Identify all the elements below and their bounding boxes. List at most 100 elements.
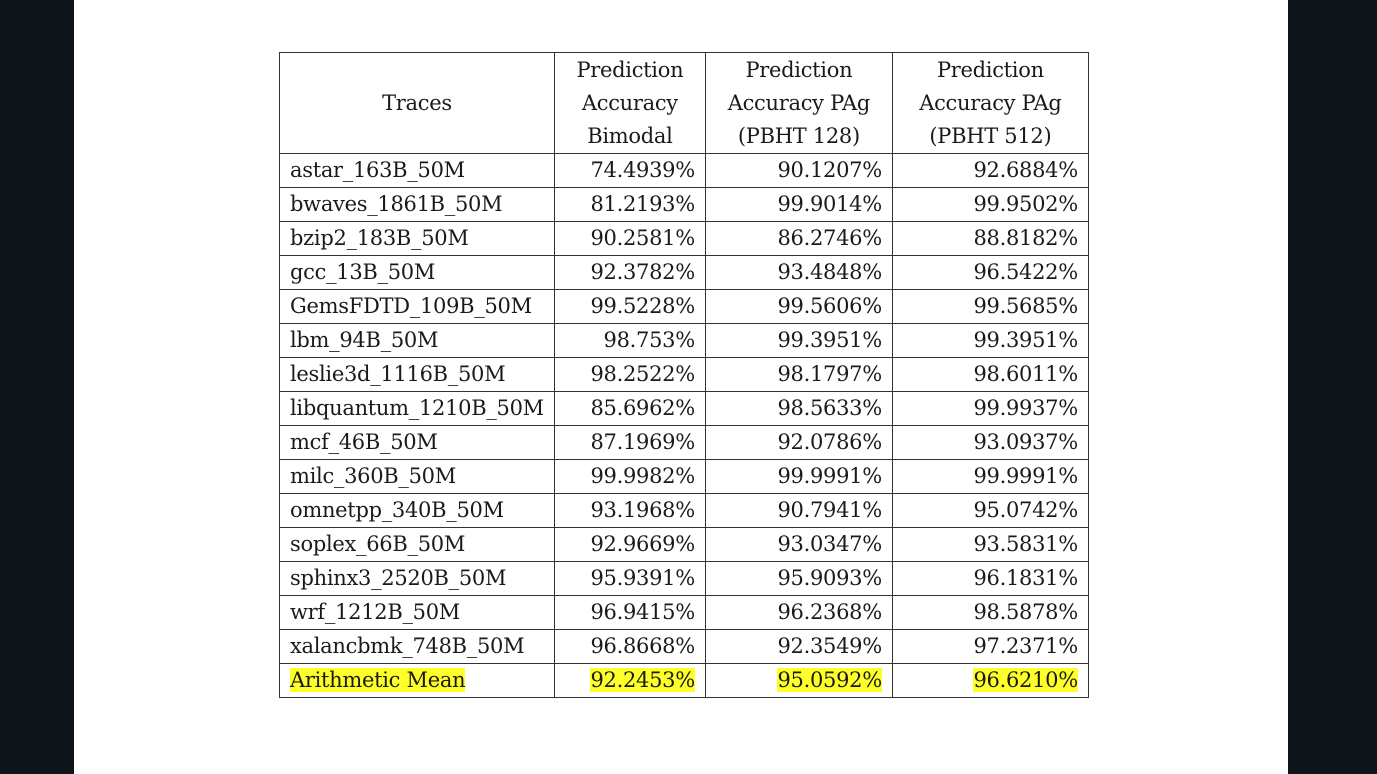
pag128-cell: 96.2368% (704, 595, 893, 630)
table-row: bzip2_183B_50M 90.2581% 86.2746% 88.8182% (279, 221, 1089, 256)
pag128-cell: 99.9991% (704, 459, 893, 494)
pag128-mean-cell: 95.0592% (704, 663, 893, 698)
table-row: libquantum_1210B_50M 85.6962% 98.5633% 99.9… (279, 391, 1089, 426)
header-line: (PBHT 512) (929, 123, 1052, 148)
pag128-cell: 98.1797% (704, 357, 893, 392)
table-row: mcf_46B_50M 87.1969% 92.0786% 93.0937% (279, 425, 1089, 460)
header-bimodal: Prediction Accuracy Bimodal (553, 52, 706, 154)
pag512-cell: 99.9937% (891, 391, 1089, 426)
bimodal-cell: 96.9415% (553, 595, 706, 630)
header-line: Accuracy PAg (727, 90, 871, 115)
header-pag-512: Prediction Accuracy PAg (PBHT 512) (891, 52, 1089, 154)
pag512-cell: 96.1831% (891, 561, 1089, 596)
pag128-cell: 90.1207% (704, 153, 893, 188)
header-line: (PBHT 128) (737, 123, 860, 148)
bimodal-cell: 93.1968% (553, 493, 706, 528)
pag128-cell: 93.0347% (704, 527, 893, 562)
bimodal-cell: 96.8668% (553, 629, 706, 664)
header-line: Traces (382, 90, 452, 115)
table-row: gcc_13B_50M 92.3782% 93.4848% 96.5422% (279, 255, 1089, 290)
trace-name-cell: leslie3d_1116B_50M (279, 357, 555, 392)
bimodal-cell: 74.4939% (553, 153, 706, 188)
trace-name-cell: milc_360B_50M (279, 459, 555, 494)
table-row: wrf_1212B_50M 96.9415% 96.2368% 98.5878% (279, 595, 1089, 630)
pag512-cell: 88.8182% (891, 221, 1089, 256)
table-row: leslie3d_1116B_50M 98.2522% 98.1797% 98.601… (279, 357, 1089, 392)
trace-name-cell: mcf_46B_50M (279, 425, 555, 460)
table-row: omnetpp_340B_50M 93.1968% 90.7941% 95.0742% (279, 493, 1089, 528)
table-row: sphinx3_2520B_50M 95.9391% 95.9093% 96.1831… (279, 561, 1089, 596)
table-row: astar_163B_50M 74.4939% 90.1207% 92.6884% (279, 153, 1089, 188)
highlighted-text: 92.2453% (590, 668, 695, 692)
pag512-mean-cell: 96.6210% (891, 663, 1089, 698)
header-pag-128: Prediction Accuracy PAg (PBHT 128) (704, 52, 893, 154)
pag128-cell: 90.7941% (704, 493, 893, 528)
pag128-cell: 99.9014% (704, 187, 893, 222)
pag128-cell: 99.3951% (704, 323, 893, 358)
header-traces: Traces (279, 52, 555, 154)
trace-name-cell: sphinx3_2520B_50M (279, 561, 555, 596)
bimodal-cell: 99.5228% (553, 289, 706, 324)
bimodal-cell: 92.9669% (553, 527, 706, 562)
pag512-cell: 98.6011% (891, 357, 1089, 392)
pag128-cell: 92.0786% (704, 425, 893, 460)
pag512-cell: 92.6884% (891, 153, 1089, 188)
pag128-cell: 95.9093% (704, 561, 893, 596)
bimodal-cell: 98.2522% (553, 357, 706, 392)
bimodal-mean-cell: 92.2453% (553, 663, 706, 698)
table-header: Traces Prediction Accuracy Bimodal Predi… (279, 52, 1089, 154)
trace-name-cell: lbm_94B_50M (279, 323, 555, 358)
header-line: Prediction (745, 57, 853, 82)
trace-name-cell: libquantum_1210B_50M (279, 391, 555, 426)
trace-name-cell: omnetpp_340B_50M (279, 493, 555, 528)
highlighted-text: 96.6210% (973, 668, 1078, 692)
highlighted-text: 95.0592% (777, 668, 882, 692)
bimodal-cell: 85.6962% (553, 391, 706, 426)
table-row: GemsFDTD_109B_50M 99.5228% 99.5606% 99.5685… (279, 289, 1089, 324)
bimodal-cell: 92.3782% (553, 255, 706, 290)
pag128-cell: 98.5633% (704, 391, 893, 426)
pag512-cell: 97.2371% (891, 629, 1089, 664)
prediction-accuracy-table: Traces Prediction Accuracy Bimodal Predi… (279, 52, 1089, 698)
bimodal-cell: 95.9391% (553, 561, 706, 596)
bimodal-cell: 81.2193% (553, 187, 706, 222)
bimodal-cell: 87.1969% (553, 425, 706, 460)
trace-name-cell: wrf_1212B_50M (279, 595, 555, 630)
pag512-cell: 96.5422% (891, 255, 1089, 290)
bimodal-cell: 90.2581% (553, 221, 706, 256)
table-row: milc_360B_50M 99.9982% 99.9991% 99.9991% (279, 459, 1089, 494)
header-line: Accuracy PAg (919, 90, 1062, 115)
trace-name-cell: GemsFDTD_109B_50M (279, 289, 555, 324)
summary-label-cell: Arithmetic Mean (279, 663, 555, 698)
header-line: Accuracy (581, 90, 678, 115)
pag512-cell: 93.5831% (891, 527, 1089, 562)
summary-row: Arithmetic Mean 92.2453% 95.0592% 96.621… (279, 663, 1089, 698)
trace-name-cell: xalancbmk_748B_50M (279, 629, 555, 664)
header-line: Prediction (576, 57, 684, 82)
pag512-cell: 98.5878% (891, 595, 1089, 630)
pag128-cell: 93.4848% (704, 255, 893, 290)
pag128-cell: 86.2746% (704, 221, 893, 256)
pag128-cell: 99.5606% (704, 289, 893, 324)
header-row: Traces Prediction Accuracy Bimodal Predi… (279, 52, 1089, 154)
header-line: Prediction (936, 57, 1044, 82)
trace-name-cell: soplex_66B_50M (279, 527, 555, 562)
trace-name-cell: gcc_13B_50M (279, 255, 555, 290)
pag128-cell: 92.3549% (704, 629, 893, 664)
document-page: Traces Prediction Accuracy Bimodal Predi… (74, 0, 1288, 774)
bimodal-cell: 99.9982% (553, 459, 706, 494)
pag512-cell: 99.3951% (891, 323, 1089, 358)
pag512-cell: 99.9502% (891, 187, 1089, 222)
trace-name-cell: bwaves_1861B_50M (279, 187, 555, 222)
table-row: soplex_66B_50M 92.9669% 93.0347% 93.5831% (279, 527, 1089, 562)
table-row: bwaves_1861B_50M 81.2193% 99.9014% 99.9502% (279, 187, 1089, 222)
header-line: Bimodal (587, 123, 673, 148)
pag512-cell: 95.0742% (891, 493, 1089, 528)
highlighted-text: Arithmetic Mean (290, 668, 466, 692)
pag512-cell: 99.5685% (891, 289, 1089, 324)
table-row: xalancbmk_748B_50M 96.8668% 92.3549% 97.237… (279, 629, 1089, 664)
trace-name-cell: astar_163B_50M (279, 153, 555, 188)
pag512-cell: 93.0937% (891, 425, 1089, 460)
trace-name-cell: bzip2_183B_50M (279, 221, 555, 256)
table-body: astar_163B_50M 74.4939% 90.1207% 92.6884% b… (279, 153, 1089, 698)
